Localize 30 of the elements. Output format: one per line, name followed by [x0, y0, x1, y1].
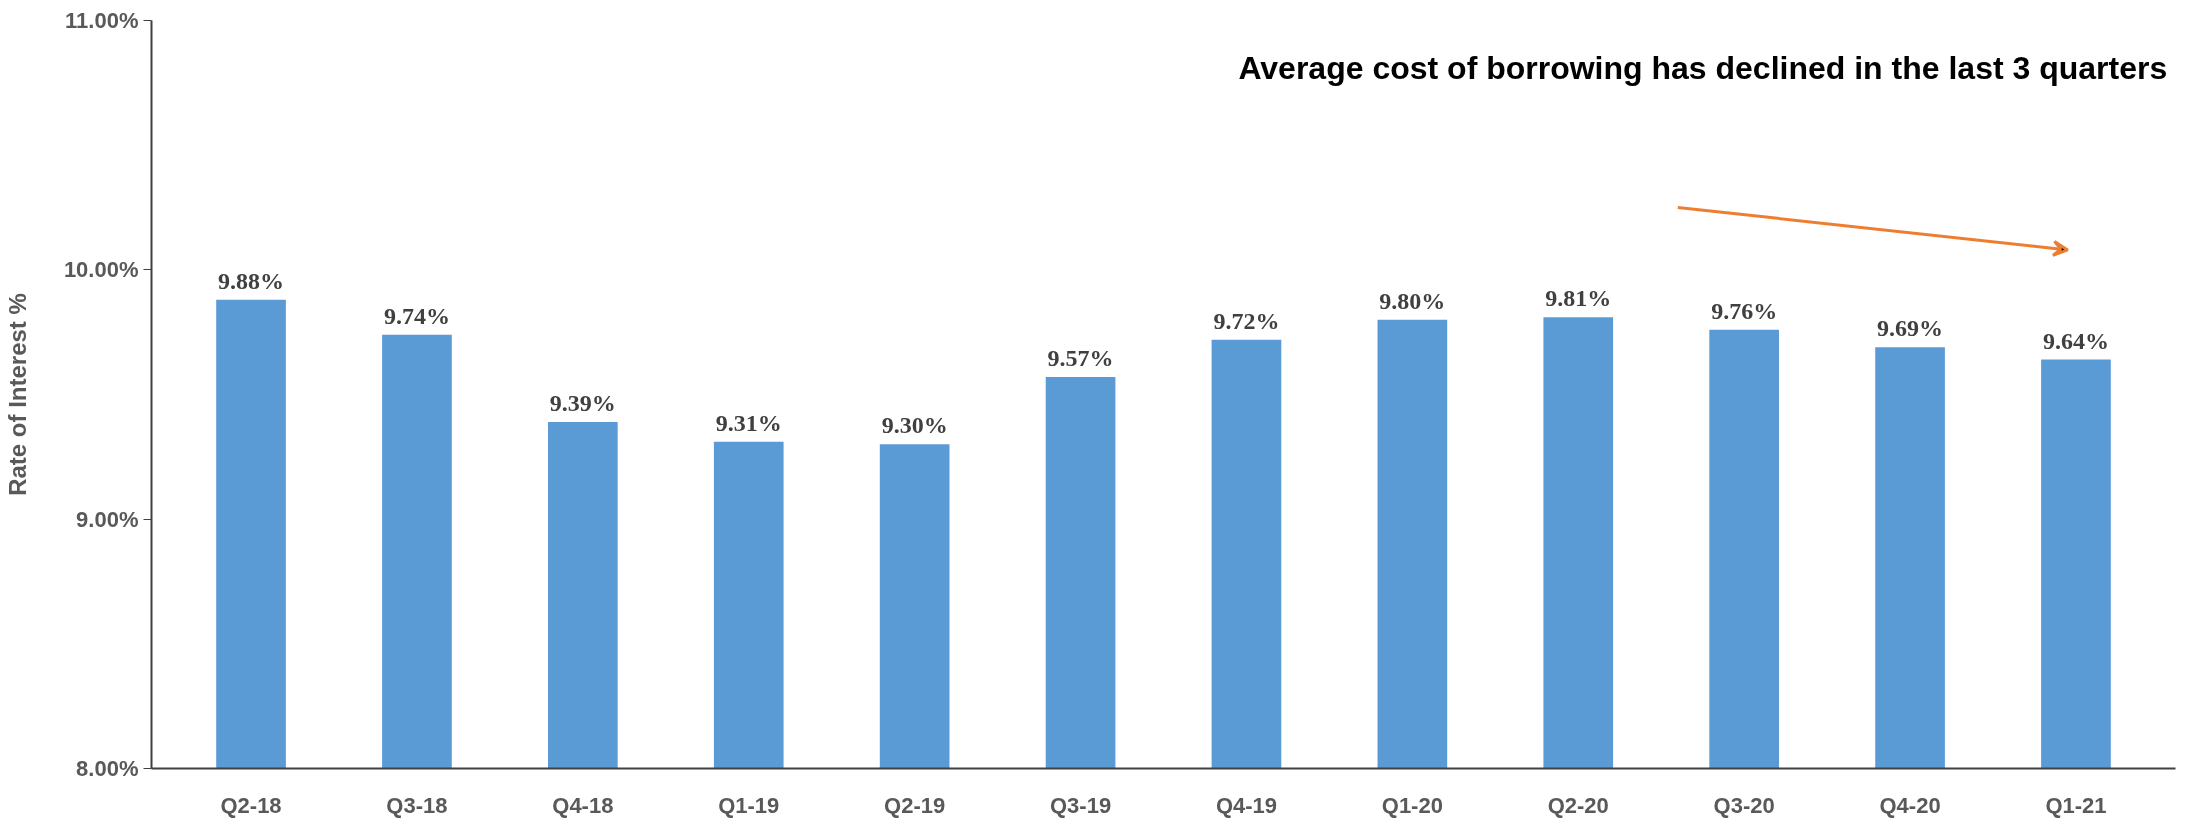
y-tick-label: 10.00% [63, 257, 139, 283]
x-tick-label: Q3-19 [1049, 792, 1112, 818]
data-label: 9.88% [218, 267, 285, 294]
annotation: Average cost of borrowing has declined in the last 3 quarters [1238, 50, 2168, 87]
y-axis-title: Rate of Interest % [3, 293, 31, 496]
x-tick-label: Q4-18 [552, 792, 614, 818]
data-label: 9.30% [881, 412, 948, 439]
x-tick-label: Q1-20 [1381, 792, 1443, 818]
x-tick-label: Q2-19 [884, 792, 946, 818]
data-label: 9.81% [1545, 285, 1612, 312]
x-tick-label: Q2-20 [1547, 792, 1609, 818]
data-label: 9.31% [715, 409, 782, 436]
data-label: 9.74% [383, 302, 450, 329]
y-tick-label: 11.00% [65, 8, 139, 33]
data-label: 9.39% [549, 389, 616, 416]
y-tick-label: 8.00% [76, 756, 139, 781]
x-tick-label: Q2-18 [220, 792, 282, 818]
x-tick-label: Q3-20 [1713, 792, 1775, 818]
y-tick-label: 9.00% [76, 506, 139, 532]
x-tick-label: Q1-19 [718, 792, 780, 818]
x-tick-label: Q1-21 [2045, 792, 2107, 818]
x-tick-label: Q4-20 [1879, 792, 1941, 818]
x-tick-label: Q3-18 [386, 792, 448, 818]
data-label: 9.80% [1379, 287, 1446, 314]
x-tick-label: Q4-19 [1215, 792, 1278, 818]
data-label: 9.57% [1047, 345, 1114, 372]
data-label: 9.76% [1711, 297, 1778, 324]
data-label: 9.64% [2042, 327, 2109, 354]
data-label: 9.69% [1877, 315, 1944, 342]
data-label: 9.72% [1213, 307, 1280, 334]
